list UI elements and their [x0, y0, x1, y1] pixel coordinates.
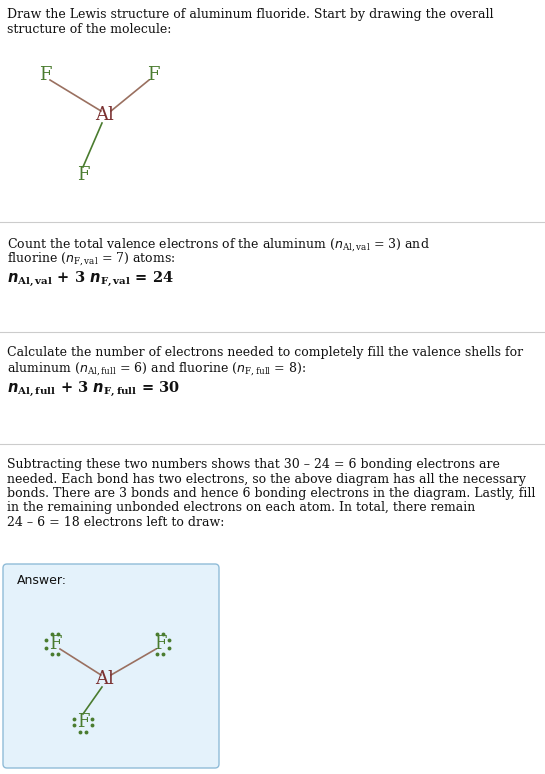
Text: Al: Al	[95, 670, 114, 688]
Text: Subtracting these two numbers shows that 30 – 24 = 6 bonding electrons are: Subtracting these two numbers shows that…	[7, 458, 500, 471]
Text: 24 – 6 = 18 electrons left to draw:: 24 – 6 = 18 electrons left to draw:	[7, 516, 225, 529]
Text: $\bfit{n}_\mathregular{Al,val}$ + 3 $\bfit{n}_\mathregular{F,val}$ = 24: $\bfit{n}_\mathregular{Al,val}$ + 3 $\bf…	[7, 269, 174, 289]
Text: F: F	[147, 66, 159, 84]
FancyBboxPatch shape	[3, 564, 219, 768]
Text: bonds. There are 3 bonds and hence 6 bonding electrons in the diagram. Lastly, f: bonds. There are 3 bonds and hence 6 bon…	[7, 487, 535, 500]
Text: Count the total valence electrons of the aluminum ($n_\mathregular{Al,val}$ = 3): Count the total valence electrons of the…	[7, 236, 429, 252]
Text: structure of the molecule:: structure of the molecule:	[7, 23, 171, 36]
Text: F: F	[39, 66, 51, 84]
Text: Al: Al	[95, 106, 114, 124]
Text: needed. Each bond has two electrons, so the above diagram has all the necessary: needed. Each bond has two electrons, so …	[7, 472, 526, 485]
Text: in the remaining unbonded electrons on each atom. In total, there remain: in the remaining unbonded electrons on e…	[7, 502, 475, 515]
Text: fluorine ($n_\mathregular{F,val}$ = 7) atoms:: fluorine ($n_\mathregular{F,val}$ = 7) a…	[7, 250, 175, 267]
Text: Answer:: Answer:	[17, 574, 67, 587]
Text: F: F	[154, 635, 166, 653]
Text: F: F	[77, 713, 89, 731]
Text: $\bfit{n}_\mathregular{Al,full}$ + 3 $\bfit{n}_\mathregular{F,full}$ = 30: $\bfit{n}_\mathregular{Al,full}$ + 3 $\b…	[7, 379, 180, 399]
Text: F: F	[77, 166, 89, 184]
Text: aluminum ($n_\mathregular{Al,full}$ = 6) and fluorine ($n_\mathregular{F,full}$ : aluminum ($n_\mathregular{Al,full}$ = 6)…	[7, 360, 306, 377]
Text: F: F	[49, 635, 61, 653]
Text: Calculate the number of electrons needed to completely fill the valence shells f: Calculate the number of electrons needed…	[7, 346, 523, 359]
Text: Draw the Lewis structure of aluminum fluoride. Start by drawing the overall: Draw the Lewis structure of aluminum flu…	[7, 8, 494, 21]
